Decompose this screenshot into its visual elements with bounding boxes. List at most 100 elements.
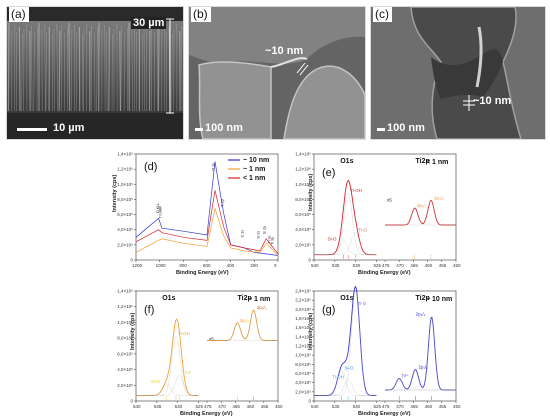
xps-panel-e: (e) < 1 nm Intensity (cps) Binding Energy (… (288, 148, 462, 277)
y-tick-label: 2,0×10⁵ (295, 389, 311, 394)
subplot-title: Ti2p (416, 158, 430, 165)
y-tick-label: 6,0×10⁵ (117, 351, 133, 356)
fit-component (314, 379, 377, 396)
sem-panel-b: (b) ~10 nm 100 nm (188, 6, 366, 140)
x-tick-label: 475 (204, 404, 212, 409)
panel-label-a: (a) (9, 7, 29, 22)
scale-text-b: 100 nm (205, 122, 243, 134)
y-tick-label: 1,4×10⁶ (295, 334, 311, 339)
x-tick-label: 455 (261, 404, 269, 409)
sem-image-c (371, 7, 545, 139)
scale-bar-c (377, 128, 385, 131)
thickness-annotation-b: ~10 nm (265, 45, 304, 57)
y-tick-label: 1,0×10⁶ (295, 353, 311, 358)
thickness-note: ~ 1 nm (248, 296, 270, 303)
thickness-note: ~ 10 nm (426, 296, 452, 303)
sem-panel-c: (c) ~10 nm 100 nm (370, 6, 546, 140)
fit-component (385, 317, 456, 391)
x-tick-label: 535 (332, 263, 340, 268)
x-axis-label-d: Binding Energy (eV) (176, 270, 229, 276)
y-tick-label: 1,0×10⁶ (117, 320, 133, 325)
y-tick-label: 1,0×10⁶ (295, 182, 311, 187)
y-tick-label: 4,0×10⁵ (117, 367, 133, 372)
x-tick-label: 465 (410, 404, 418, 409)
y-tick-label: 1,2×10⁶ (295, 167, 311, 172)
y-tick-label: 6,0×10⁵ (295, 371, 311, 376)
x-tick-label: 450 (275, 404, 283, 409)
x-tick-label: 450 (453, 263, 461, 268)
peak-label: 2p₃/₂ (434, 195, 444, 200)
y-tick-label: 8,0×10⁵ (295, 197, 311, 202)
y-axis-label: Intensity (cps) (308, 313, 314, 350)
y-tick-label: 6,0×10⁵ (295, 212, 311, 217)
y-tick-label: 0 (130, 399, 133, 404)
y-tick-label: 4,0×10⁵ (295, 227, 311, 232)
fit-component (385, 200, 456, 226)
y-axis-label: Intensity (cps) (308, 174, 314, 211)
fit-component (314, 241, 377, 255)
peak-label-d: O 1s (212, 163, 216, 171)
xps-survey-panel-d: (d) Intensity (cps) Binding Energy (eV) … (110, 148, 284, 276)
y-tick-label-d: 8,0×10⁵ (117, 197, 133, 202)
scale-text-c: 100 nm (387, 122, 425, 134)
x-tick-label: 470 (218, 404, 226, 409)
thickness-annotation-a: 30 µm (131, 17, 167, 29)
series-line-0-d (135, 161, 279, 256)
spectrum-line-1 (207, 309, 278, 341)
fit-component (314, 192, 377, 255)
fit-component (207, 310, 278, 341)
fit-component (385, 207, 456, 226)
y-tick-label-d: 0 (130, 258, 133, 263)
fit-component (314, 370, 377, 396)
peak-label: Ti-O (358, 301, 367, 306)
legend-entry-d: ~ 10 nm (243, 157, 269, 164)
peak-label-d: Ti 2p (221, 199, 225, 207)
spectrum-line-1 (385, 316, 456, 391)
x-axis-label: Binding Energy (eV) (358, 411, 411, 417)
x-tick-label: 540 (311, 404, 319, 409)
subplot-title: O1s (340, 158, 353, 165)
peak-label-d: Si 2s (257, 231, 261, 239)
survey-chart-d: (d) Intensity (cps) Binding Energy (eV) … (112, 152, 279, 276)
x-tick-label: 525 (195, 404, 203, 409)
y-tick-label: 2,0×10⁵ (117, 383, 133, 388)
panel-label-d: (d) (144, 161, 157, 173)
peak-label: Ti-OH (350, 188, 362, 193)
x-tick-label: 455 (439, 263, 447, 268)
peak-label: 2p₁/₂ (417, 203, 427, 208)
peak-label-d: Ti 3s (268, 235, 272, 243)
sem-panel-a: (a) 30 µm 10 µm (6, 6, 184, 140)
peak-label: 2p₁/₂ (239, 318, 249, 323)
xps-panel-f: (f) ~ 1 nm Intensity (cps) Binding Energy (… (110, 285, 284, 418)
fit-component (207, 322, 278, 341)
x-tick-label: 470 (396, 263, 404, 268)
y-axis-label: Intensity (cps) (130, 313, 136, 350)
y-tick-label-d: 4,0×10⁵ (117, 227, 133, 232)
y-tick-label: 2,2×10⁶ (295, 298, 311, 303)
fit-component (136, 383, 199, 396)
x-axis-label: Binding Energy (eV) (358, 270, 411, 276)
y-tick-label-d: 1,4×10⁶ (117, 152, 133, 157)
y-tick-label: 4,0×10⁵ (295, 380, 311, 385)
x-tick-label-d: 1200 (132, 263, 143, 268)
peak-label: Si-O (328, 236, 337, 241)
x-tick-label-d: 600 (203, 263, 211, 268)
legend-d: ~ 10 nm ~ 1 nm < 1 nm (228, 157, 269, 182)
x-tick-label: 460 (425, 404, 433, 409)
panel-label: (g) (322, 304, 335, 316)
x-tick-label: 450 (453, 404, 461, 409)
x-tick-label: 475 (382, 263, 390, 268)
thickness-annotation-c: ~10 nm (473, 95, 512, 107)
subplot-title: O1s (162, 295, 175, 302)
peak-label: 2p₁/₂ (418, 364, 428, 369)
x-tick-label: 525 (373, 263, 381, 268)
peak-label: Ti³⁺ (401, 374, 409, 379)
scale-bar-a (17, 128, 47, 131)
x-tick-label-d: 800 (179, 263, 187, 268)
x-tick-label: 465 (410, 263, 418, 268)
xps-chart-f: (f) ~ 1 nm Intensity (cps) Binding Energy (… (117, 289, 283, 418)
peak-label-d: Ti LMM (158, 206, 162, 218)
x-tick-label-d: 0 (274, 263, 277, 268)
y-tick-label-d: 6,0×10⁵ (117, 212, 133, 217)
peak-label: 2p₃/₂ (416, 312, 426, 317)
